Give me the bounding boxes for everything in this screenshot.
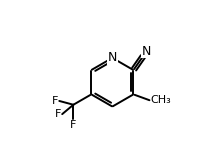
Text: CH₃: CH₃ (150, 95, 171, 105)
Text: F: F (55, 109, 61, 119)
Text: N: N (142, 45, 151, 58)
Text: F: F (70, 120, 77, 130)
Text: N: N (108, 51, 117, 64)
Text: F: F (52, 96, 58, 106)
